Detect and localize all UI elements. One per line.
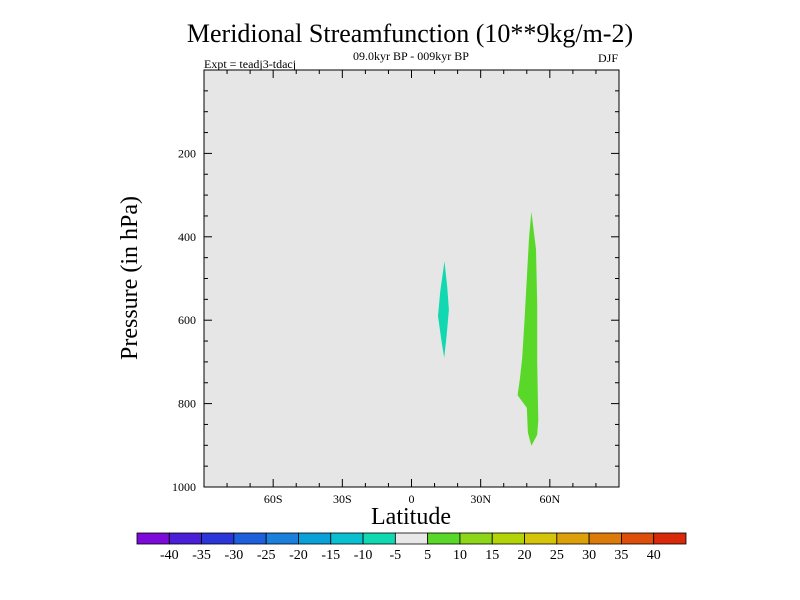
x-tick-label: 0 — [409, 492, 415, 506]
colorbar-label: -20 — [289, 548, 308, 563]
colorbar-swatch — [491, 532, 525, 545]
colorbar-swatch — [588, 532, 622, 545]
y-tick-label: 200 — [178, 146, 196, 160]
colorbar-label: 40 — [647, 548, 661, 563]
x-tick-label: 60N — [539, 492, 560, 506]
colorbar-label: -40 — [160, 548, 179, 563]
x-axis-label: Latitude — [371, 504, 451, 530]
contour-region-negative-cell-15n — [438, 261, 449, 358]
colorbar-label: 15 — [485, 548, 499, 563]
colorbar-swatch — [201, 532, 235, 545]
colorbar-swatch — [362, 532, 396, 545]
colorbar-swatch — [298, 532, 332, 545]
x-tick-label: 60S — [264, 492, 283, 506]
colorbar-swatch — [394, 532, 429, 545]
y-axis-label: Pressure (in hPa) — [117, 196, 143, 360]
colorbar-label: -30 — [225, 548, 244, 563]
colorbar-swatch — [556, 532, 590, 545]
colorbar-label: 35 — [614, 548, 628, 563]
colorbar-swatch — [136, 532, 170, 545]
colorbar-swatch — [427, 532, 461, 545]
colorbar-label: 25 — [550, 548, 564, 563]
colorbar-label: 10 — [453, 548, 467, 563]
y-tick-label: 1000 — [172, 480, 196, 494]
colorbar-swatch — [459, 532, 493, 545]
chart-subtitle: 09.0kyr BP - 009kyr BP — [353, 49, 469, 63]
colorbar-label: -10 — [354, 548, 373, 563]
chart-title: Meridional Streamfunction (10**9kg/m-2) — [187, 19, 633, 48]
x-tick-label: 30S — [333, 492, 352, 506]
season-label: DJF — [598, 51, 618, 65]
y-tick-label: 400 — [178, 230, 196, 244]
colorbar-swatch — [265, 532, 299, 545]
colorbar-label: 30 — [582, 548, 596, 563]
colorbar-label: 5 — [424, 548, 431, 563]
x-tick-label: 30N — [470, 492, 491, 506]
colorbar-swatch — [524, 532, 558, 545]
colorbar-label: -25 — [257, 548, 276, 563]
axis-ticks: 60S 30S 0 30N 60N 200 400 600 800 1000 — [172, 70, 619, 506]
plot-frame — [203, 69, 620, 488]
y-tick-label: 600 — [178, 313, 196, 327]
colorbar-swatch — [653, 532, 687, 545]
y-tick-label: 800 — [178, 397, 196, 411]
colorbar-label: -35 — [192, 548, 211, 563]
contour-regions — [438, 211, 539, 446]
colorbar-swatch — [621, 532, 655, 545]
colorbar-label: -15 — [321, 548, 340, 563]
contour-region-positive-cell-52n — [517, 211, 539, 446]
plot-area — [203, 69, 620, 488]
colorbar: -40 -35 -30 -25 -20 -15 -10 -5 5 10 15 20 25 30 35 40 — [136, 532, 687, 563]
colorbar-swatch — [330, 532, 364, 545]
colorbar-swatch — [168, 532, 202, 545]
colorbar-label: 20 — [518, 548, 532, 563]
experiment-label: Expt = teadj3-tdacj — [204, 57, 296, 71]
colorbar-swatch — [233, 532, 267, 545]
colorbar-label: -5 — [390, 548, 402, 563]
